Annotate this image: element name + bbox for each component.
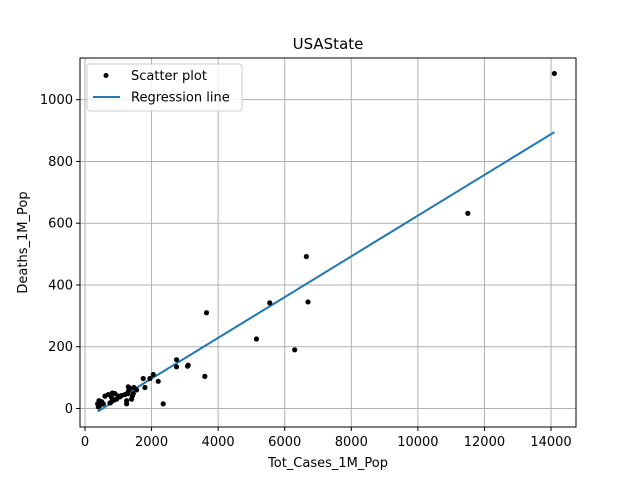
x-tick-label: 0 — [81, 435, 89, 450]
legend-box — [86, 63, 243, 112]
y-axis-label: Deaths_1M_Pop — [16, 191, 31, 293]
scatter-point — [305, 299, 311, 305]
x-tick-label: 12000 — [464, 435, 505, 450]
scatter-point — [140, 375, 146, 382]
scatter-point — [150, 371, 156, 378]
y-tick-label: 400 — [48, 278, 73, 293]
x-tick-label: 6000 — [268, 435, 301, 450]
scatter-point — [109, 395, 115, 401]
regression-layer — [97, 131, 555, 413]
y-tick-label: 1000 — [40, 93, 73, 108]
scatter-point — [303, 253, 309, 260]
x-tick-label: 14000 — [530, 435, 571, 450]
scatter-point — [184, 363, 191, 369]
scatter-point — [128, 396, 135, 402]
scatter-point — [253, 336, 260, 342]
x-axis-ticks: 0 2000 4000 6000 8000 10000 12000 14000 — [81, 427, 572, 450]
scatter-point — [133, 387, 140, 393]
axes-frame — [79, 57, 577, 428]
scatter-point — [95, 401, 101, 407]
legend-marker-scatter — [103, 73, 109, 78]
scatter-point — [160, 401, 166, 407]
y-tick-label: 800 — [48, 155, 73, 170]
x-tick-label: 10000 — [397, 435, 438, 450]
scatter-point — [124, 401, 130, 407]
x-tick-label: 2000 — [135, 435, 168, 450]
scatter-point — [142, 384, 148, 391]
legend-label-scatter: Scatter plot — [131, 69, 207, 84]
scatter-point — [267, 300, 273, 306]
scatter-point — [173, 357, 180, 363]
scatter-point — [551, 70, 557, 77]
legend-label-regression: Regression line — [131, 91, 230, 106]
x-axis-label: Tot_Cases_1M_Pop — [267, 456, 388, 471]
scatter-point — [203, 310, 210, 316]
regression-line — [97, 131, 555, 413]
scatter-point — [125, 384, 131, 390]
y-tick-label: 600 — [48, 217, 73, 232]
scatter-point — [292, 347, 298, 353]
scatter-point — [107, 400, 113, 406]
y-axis-ticks: 0 200 400 600 800 1000 — [40, 93, 80, 417]
scatter-point — [465, 210, 471, 216]
legend: Scatter plot Regression line — [86, 63, 243, 112]
scatter-point — [173, 364, 180, 370]
x-tick-label: 8000 — [335, 435, 368, 450]
scatter-point — [202, 373, 208, 379]
y-tick-label: 0 — [65, 402, 73, 417]
scatter-point — [155, 378, 161, 384]
scatter-point — [147, 375, 153, 382]
grid-lines — [80, 58, 576, 427]
scatter-point — [109, 390, 115, 396]
x-tick-label: 4000 — [202, 435, 235, 450]
chart-title: USAState — [293, 35, 364, 53]
scatter-point — [102, 393, 108, 399]
y-tick-label: 200 — [48, 340, 73, 355]
scatter-points — [95, 70, 557, 410]
